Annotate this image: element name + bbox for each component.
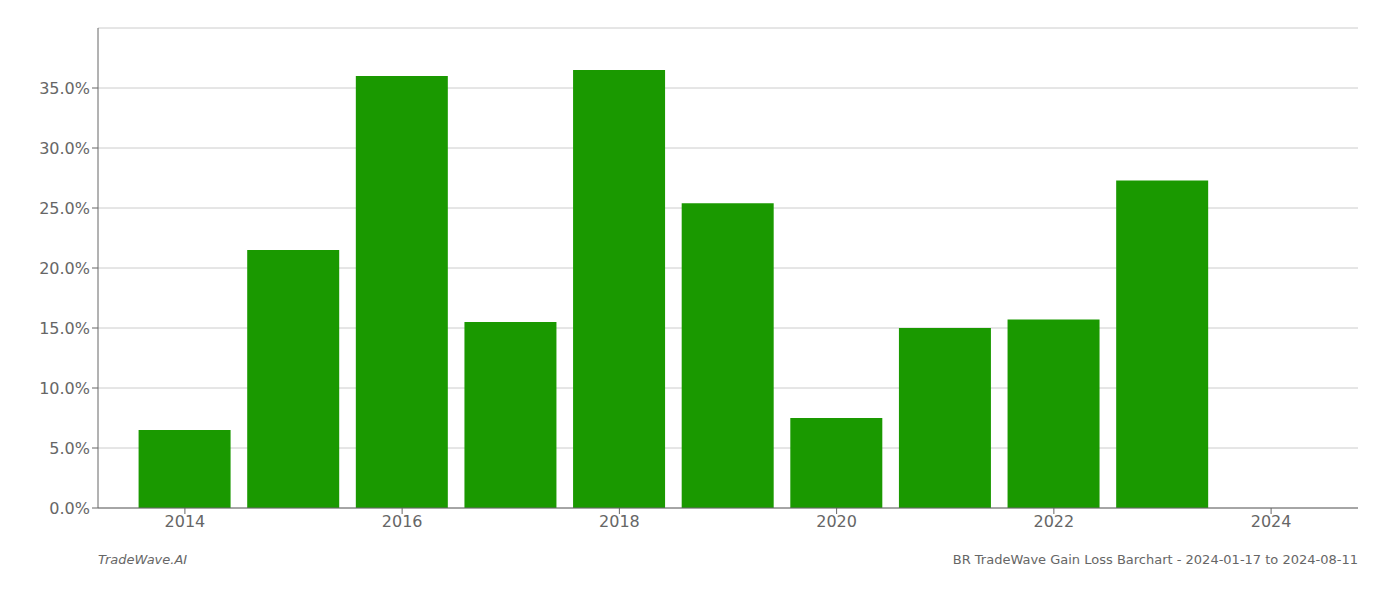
svg-text:5.0%: 5.0%: [49, 439, 90, 458]
svg-text:2014: 2014: [165, 512, 206, 531]
svg-text:25.0%: 25.0%: [39, 199, 90, 218]
svg-text:10.0%: 10.0%: [39, 379, 90, 398]
svg-text:20.0%: 20.0%: [39, 259, 90, 278]
svg-text:2022: 2022: [1034, 512, 1075, 531]
svg-text:35.0%: 35.0%: [39, 79, 90, 98]
svg-text:2016: 2016: [382, 512, 423, 531]
svg-text:30.0%: 30.0%: [39, 139, 90, 158]
svg-text:2020: 2020: [816, 512, 857, 531]
svg-text:2024: 2024: [1251, 512, 1292, 531]
html-text:TradeWave.AI: TradeWave.AI: [98, 552, 188, 567]
svg-text:15.0%: 15.0%: [39, 319, 90, 338]
svg-text:2018: 2018: [599, 512, 640, 531]
svg-text:0.0%: 0.0%: [49, 499, 90, 518]
html-text:BR TradeWave Gain Loss Barchar: BR TradeWave Gain Loss Barchart - 2024-0…: [952, 552, 1358, 567]
